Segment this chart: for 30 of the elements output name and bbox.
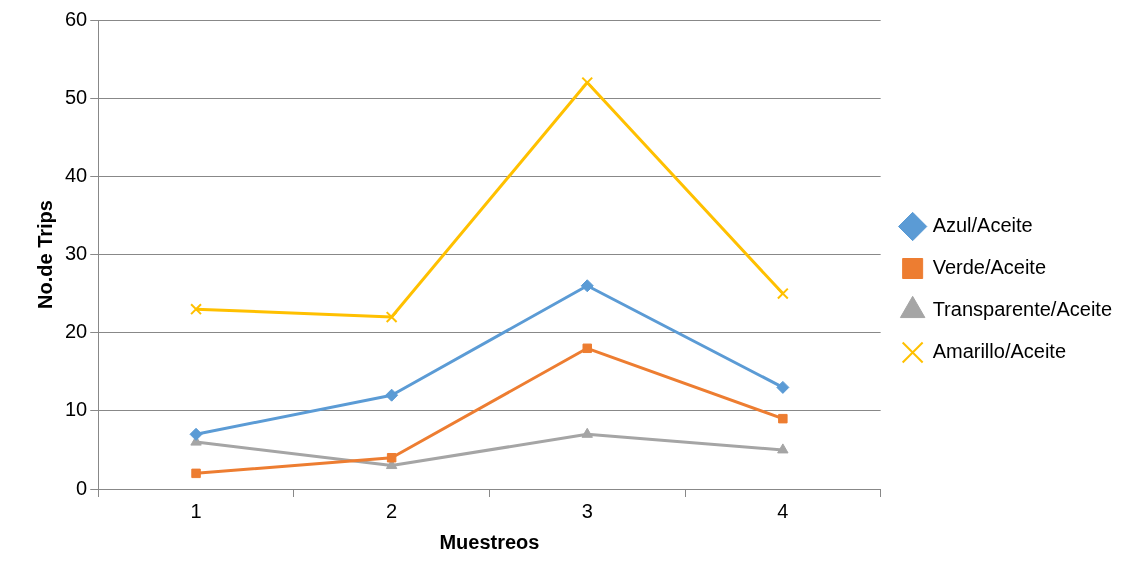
point <box>191 468 201 479</box>
point <box>580 279 594 293</box>
legend-label: Azul/Aceite <box>932 214 1033 237</box>
legend-label: Transparente/Aceite <box>932 298 1112 321</box>
y-tick-label: 30 <box>65 242 88 265</box>
y-tick-label: 0 <box>76 476 88 499</box>
x-tick-label: 3 <box>581 499 593 522</box>
point <box>385 388 399 402</box>
point <box>777 443 789 454</box>
point <box>581 427 593 438</box>
legend-label: Amarillo/Aceite <box>932 340 1067 363</box>
y-tick-label: 10 <box>65 398 88 421</box>
point <box>776 380 790 394</box>
x-axis-title: Muestreos <box>439 530 540 553</box>
y-tick-label: 20 <box>65 320 88 343</box>
point <box>386 452 397 463</box>
x-tick-label: 2 <box>386 499 398 522</box>
legend-label: Verde/Aceite <box>932 256 1047 279</box>
y-tick-label: 40 <box>65 163 88 186</box>
point <box>582 343 592 354</box>
y-tick-label: 50 <box>65 85 88 108</box>
x-tick-label: 4 <box>777 499 789 522</box>
point <box>385 311 398 323</box>
point <box>776 287 789 300</box>
x-tick-label: 1 <box>190 499 202 522</box>
y-axis-title: No.de Trips <box>33 200 56 309</box>
y-tick-label: 60 <box>65 7 88 30</box>
point <box>190 303 202 316</box>
point <box>778 413 788 424</box>
point <box>189 427 203 441</box>
